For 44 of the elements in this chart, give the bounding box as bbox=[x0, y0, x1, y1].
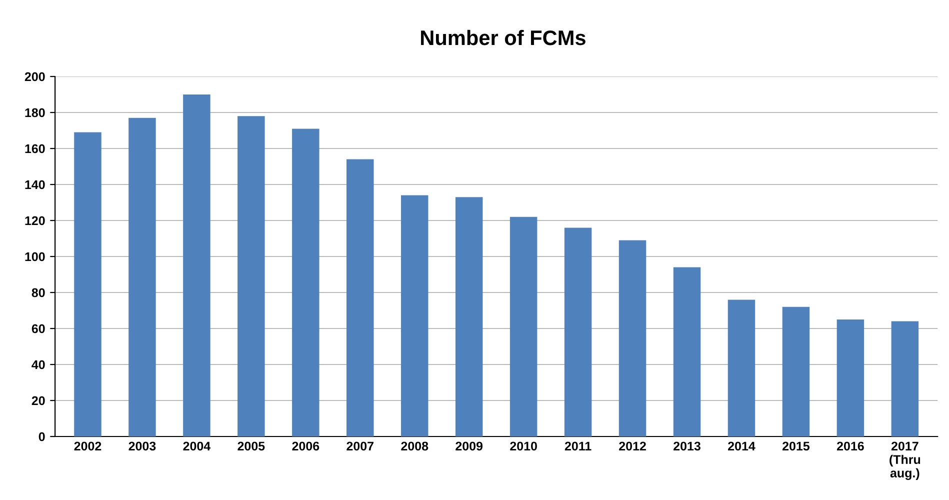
y-tick-label: 160 bbox=[25, 144, 45, 154]
y-tick-label: 120 bbox=[25, 216, 45, 226]
bar bbox=[510, 216, 538, 436]
y-tick-label: 40 bbox=[32, 360, 45, 370]
x-tick-label: 2009 bbox=[456, 442, 483, 451]
x-tick-label: 2010 bbox=[510, 442, 537, 451]
x-tick-label: 2016 bbox=[836, 442, 864, 451]
bar bbox=[400, 195, 428, 436]
x-tick-label: 2002 bbox=[74, 442, 102, 451]
bar bbox=[128, 118, 156, 436]
x-tick-label: 2008 bbox=[401, 442, 428, 451]
x-tick-label: 2007 bbox=[346, 442, 374, 451]
bar bbox=[673, 267, 701, 436]
bar bbox=[782, 306, 810, 436]
y-tick-label: 60 bbox=[32, 324, 45, 334]
y-tick-label: 80 bbox=[32, 288, 45, 298]
bar bbox=[238, 116, 265, 436]
x-tick-label: 2012 bbox=[619, 442, 646, 451]
bar bbox=[728, 300, 756, 436]
y-tick-label: 100 bbox=[25, 252, 45, 262]
x-tick-label: 2003 bbox=[128, 442, 156, 451]
x-tick-label: 2014 bbox=[728, 442, 756, 451]
y-tick-label: 0 bbox=[38, 432, 45, 442]
y-tick-label: 180 bbox=[25, 108, 45, 118]
bar bbox=[836, 320, 864, 436]
bar bbox=[891, 321, 919, 436]
x-tick-label: 2013 bbox=[674, 442, 700, 451]
x-tick-label: 2005 bbox=[238, 442, 265, 451]
x-tick-label: 2015 bbox=[782, 442, 810, 451]
bar bbox=[183, 94, 210, 436]
y-tick-label: 20 bbox=[32, 396, 45, 406]
y-tick-label: 140 bbox=[25, 180, 45, 190]
x-tick-label: 2006 bbox=[292, 442, 320, 451]
x-tick-label: 2011 bbox=[564, 442, 592, 451]
bar bbox=[618, 240, 646, 436]
bar bbox=[74, 132, 102, 436]
chart-title: Number of FCMs bbox=[421, 30, 586, 46]
bar bbox=[292, 128, 320, 436]
x-tick-label: 2017 (Thru aug.) bbox=[890, 442, 920, 480]
x-tick-label: 2004 bbox=[183, 442, 211, 451]
y-tick-label: 200 bbox=[24, 72, 45, 82]
bar bbox=[564, 228, 592, 436]
bar bbox=[346, 159, 374, 436]
bar bbox=[455, 197, 483, 436]
